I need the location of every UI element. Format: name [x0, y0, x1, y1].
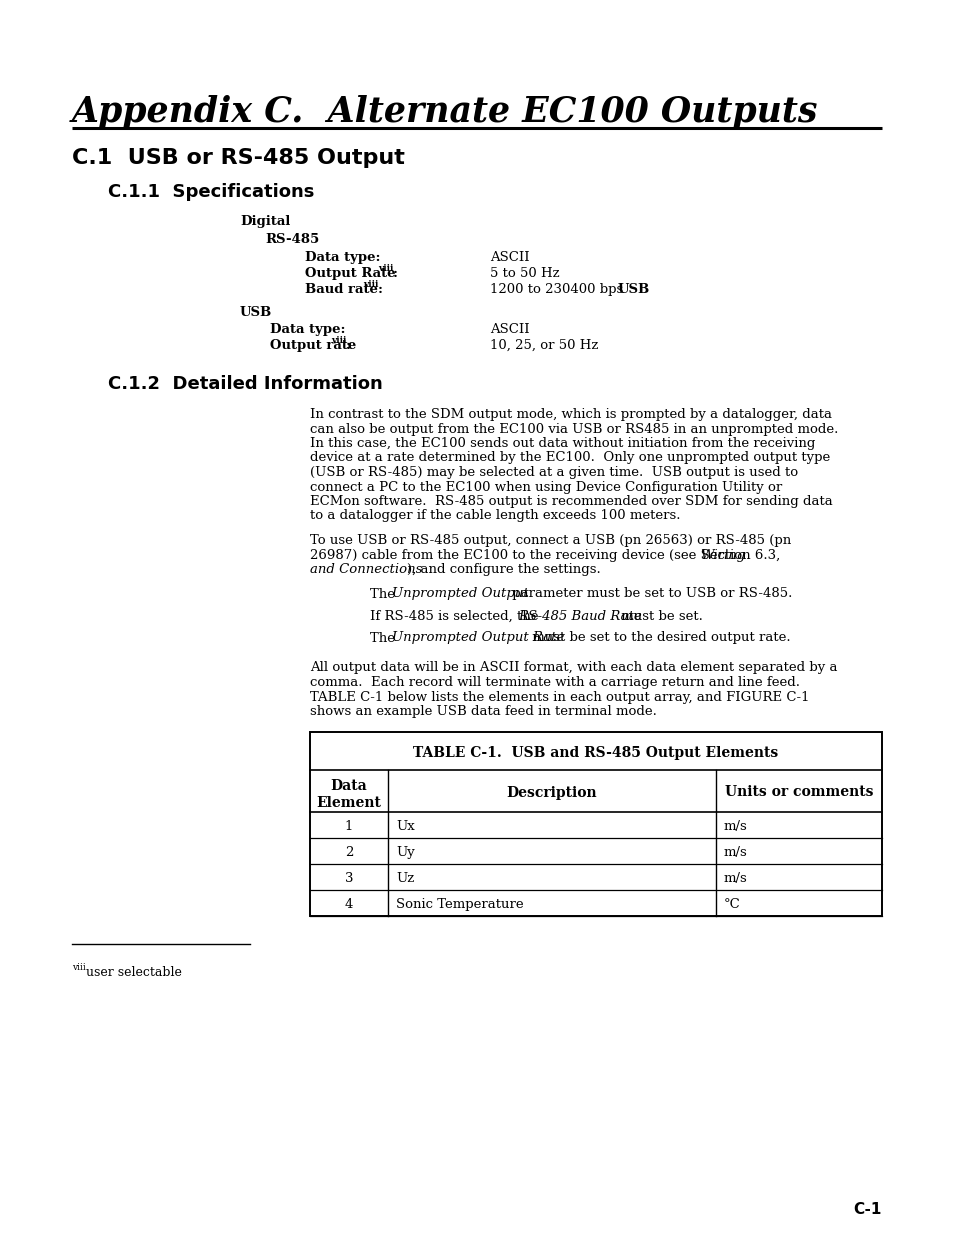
Text: Digital: Digital [240, 215, 290, 228]
Text: shows an example USB data feed in terminal mode.: shows an example USB data feed in termin… [310, 705, 657, 718]
Text: The: The [370, 588, 399, 600]
Text: Appendix C.  Alternate EC100 Outputs: Appendix C. Alternate EC100 Outputs [71, 95, 818, 128]
Text: ASCII: ASCII [490, 324, 529, 336]
Text: Uy: Uy [395, 846, 415, 860]
Text: If RS-485 is selected, the: If RS-485 is selected, the [370, 610, 542, 622]
Text: RS-485: RS-485 [265, 233, 319, 246]
Text: Unprompted Output: Unprompted Output [392, 588, 528, 600]
Text: Data
Element: Data Element [316, 779, 381, 810]
Text: :: : [377, 283, 382, 296]
Text: must be set.: must be set. [617, 610, 702, 622]
Text: :: : [346, 338, 351, 352]
Text: 4: 4 [344, 898, 353, 911]
Text: device at a rate determined by the EC100.  Only one unprompted output type: device at a rate determined by the EC100… [310, 452, 829, 464]
Text: Description: Description [506, 785, 597, 799]
Text: ), and configure the settings.: ), and configure the settings. [407, 563, 600, 576]
Text: 10, 25, or 50 Hz: 10, 25, or 50 Hz [490, 338, 598, 352]
Text: To use USB or RS-485 output, connect a USB (pn 26563) or RS-485 (pn: To use USB or RS-485 output, connect a U… [310, 534, 790, 547]
Text: m/s: m/s [723, 846, 747, 860]
Text: comma.  Each record will terminate with a carriage return and line feed.: comma. Each record will terminate with a… [310, 676, 800, 689]
Text: Wiring: Wiring [700, 548, 744, 562]
Text: Output Rate: Output Rate [305, 267, 395, 280]
Text: All output data will be in ASCII format, with each data element separated by a: All output data will be in ASCII format,… [310, 662, 837, 674]
Text: 3: 3 [344, 872, 353, 885]
Text: viii: viii [363, 280, 378, 289]
Text: viii: viii [377, 264, 393, 273]
Text: °C: °C [723, 898, 740, 911]
Text: Ux: Ux [395, 820, 415, 832]
Text: to a datalogger if the cable length exceeds 100 meters.: to a datalogger if the cable length exce… [310, 510, 679, 522]
Text: connect a PC to the EC100 when using Device Configuration Utility or: connect a PC to the EC100 when using Dev… [310, 480, 781, 494]
Text: TABLE C-1 below lists the elements in each output array, and FIGURE C-1: TABLE C-1 below lists the elements in ea… [310, 690, 809, 704]
Text: In contrast to the SDM output mode, which is prompted by a datalogger, data: In contrast to the SDM output mode, whic… [310, 408, 831, 421]
Text: 2: 2 [344, 846, 353, 860]
Text: Units or comments: Units or comments [724, 785, 872, 799]
Text: :: : [393, 267, 397, 280]
Text: ECMon software.  RS-485 output is recommended over SDM for sending data: ECMon software. RS-485 output is recomme… [310, 495, 832, 508]
Text: can also be output from the EC100 via USB or RS485 in an unprompted mode.: can also be output from the EC100 via US… [310, 422, 838, 436]
Text: Data type:: Data type: [270, 324, 345, 336]
Text: Unprompted Output Rate: Unprompted Output Rate [392, 631, 564, 645]
Text: In this case, the EC100 sends out data without initiation from the receiving: In this case, the EC100 sends out data w… [310, 437, 815, 450]
Text: viii: viii [331, 336, 346, 345]
Text: The: The [370, 631, 399, 645]
Text: Output rate: Output rate [270, 338, 355, 352]
Text: Baud rate: Baud rate [305, 283, 377, 296]
Text: must be set to the desired output rate.: must be set to the desired output rate. [527, 631, 790, 645]
Text: 1200 to 230400 bps: 1200 to 230400 bps [490, 283, 627, 296]
Text: ASCII: ASCII [490, 251, 529, 264]
Text: C.1  USB or RS-485 Output: C.1 USB or RS-485 Output [71, 148, 404, 168]
Text: USB: USB [240, 306, 272, 319]
Text: 5 to 50 Hz: 5 to 50 Hz [490, 267, 559, 280]
Text: 26987) cable from the EC100 to the receiving device (see Section 6.3,: 26987) cable from the EC100 to the recei… [310, 548, 783, 562]
Text: RS-485 Baud Rate: RS-485 Baud Rate [517, 610, 641, 622]
Bar [310, 731, 882, 915]
Text: m/s: m/s [723, 820, 747, 832]
Text: Sonic Temperature: Sonic Temperature [395, 898, 523, 911]
Text: parameter must be set to USB or RS-485.: parameter must be set to USB or RS-485. [507, 588, 792, 600]
Text: (USB or RS-485) may be selected at a given time.  USB output is used to: (USB or RS-485) may be selected at a giv… [310, 466, 798, 479]
Text: TABLE C-1.  USB and RS-485 Output Elements: TABLE C-1. USB and RS-485 Output Element… [413, 746, 778, 760]
Text: C.1.2  Detailed Information: C.1.2 Detailed Information [108, 375, 382, 393]
Text: 1: 1 [344, 820, 353, 832]
Text: C.1.1  Specifications: C.1.1 Specifications [108, 183, 314, 201]
Text: C-1: C-1 [853, 1202, 882, 1216]
Text: viii: viii [71, 963, 86, 972]
Text: and Connections: and Connections [310, 563, 422, 576]
Text: m/s: m/s [723, 872, 747, 885]
Text: USB: USB [618, 283, 650, 296]
Text: user selectable: user selectable [86, 966, 182, 978]
Text: Uz: Uz [395, 872, 414, 885]
Text: Data type:: Data type: [305, 251, 380, 264]
